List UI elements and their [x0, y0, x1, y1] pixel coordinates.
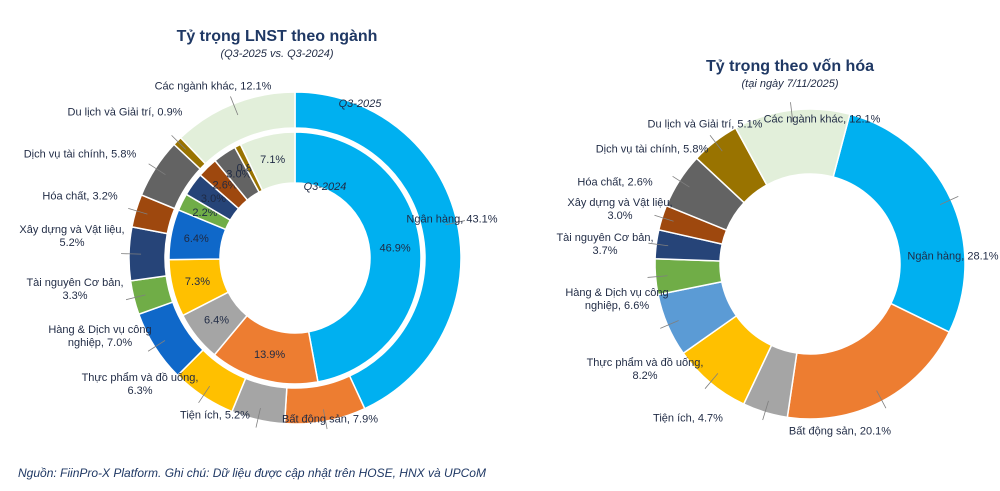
- leader-line: [230, 96, 239, 116]
- chart-subtitle: (Q3-2025 vs. Q3-2024): [220, 48, 334, 60]
- leader-line: [148, 163, 166, 176]
- leader-line: [147, 340, 166, 352]
- ring-label: Q3-2025: [339, 98, 383, 110]
- slice-label: Thực phẩm và đồ uống, 6.3%: [81, 372, 199, 397]
- leader-line: [445, 220, 466, 226]
- slice-label: Xây dựng và Vật liệu, 5.2%: [19, 224, 125, 249]
- donut-slice: [239, 131, 296, 192]
- data-label: 6.4%: [184, 233, 209, 245]
- donut-slice: [832, 113, 966, 334]
- slice-label: Bất động sản, 7.9%: [281, 413, 378, 426]
- chart-subtitle: (tại ngày 7/11/2025): [741, 78, 839, 90]
- data-label: 3.0%: [226, 169, 251, 181]
- leader-line: [121, 253, 142, 255]
- source-note: Nguồn: FiinPro-X Platform. Ghi chú: Dữ l…: [18, 466, 486, 480]
- leader-line: [876, 390, 887, 409]
- chart-title: Tỷ trọng LNST theo ngành: [176, 28, 378, 45]
- leader-line: [198, 385, 210, 404]
- leader-line: [672, 175, 690, 188]
- donut-slice: [294, 131, 422, 383]
- leader-line: [171, 135, 187, 150]
- leader-line: [125, 294, 146, 301]
- leader-line: [790, 102, 794, 123]
- leader-line: [322, 409, 328, 430]
- leader-line: [648, 242, 669, 247]
- leader-line: [255, 407, 261, 428]
- slice-label: Du lịch và Giải trí, 5.1%: [647, 118, 763, 131]
- leader-line: [704, 373, 719, 389]
- slice-label: Tài nguyên Cơ bản, 3.7%: [556, 232, 654, 257]
- data-label: 3.0%: [201, 193, 226, 205]
- leader-line: [709, 135, 723, 152]
- data-label: 2.6%: [213, 180, 238, 192]
- donut-slice: [786, 302, 951, 420]
- slice-label: Tiện ích, 5.2%: [180, 409, 250, 422]
- chart-title: Tỷ trọng theo vốn hóa: [706, 58, 874, 75]
- slice-label: Tài nguyên Cơ bản, 3.3%: [26, 277, 124, 302]
- ring-label: Q3-2024: [304, 181, 347, 193]
- data-label: 2.2%: [192, 207, 217, 219]
- slice-label: Dịch vụ tài chính, 5.8%: [595, 143, 709, 156]
- donut-slice: [179, 91, 296, 165]
- leader-line: [654, 214, 674, 222]
- slice-label: Xây dựng và Vật liệu, 3.0%: [567, 197, 673, 222]
- data-label: 7.1%: [260, 154, 285, 166]
- data-label: 13.9%: [254, 349, 285, 361]
- slice-label: Bất động sản, 20.1%: [788, 425, 892, 438]
- slice-label: Tiện ích, 4.7%: [653, 412, 723, 425]
- slice-label: Ngân hàng, 43.1%: [406, 213, 498, 226]
- slice-label: Thực phẩm và đồ uống, 8.2%: [586, 357, 704, 382]
- slice-label: Du lịch và Giải trí, 0.9%: [67, 106, 183, 119]
- leader-line: [762, 400, 769, 421]
- data-label: 46.9%: [379, 243, 410, 255]
- leader-line: [128, 208, 148, 215]
- slice-label: Ngân hàng, 28.1%: [907, 250, 999, 263]
- slice-label: Hóa chất, 3.2%: [42, 190, 118, 203]
- slice-label: Hàng & Dịch vụ công nghiệp, 7.0%: [48, 324, 152, 349]
- slice-label: Các ngành khác, 12.1%: [763, 113, 881, 126]
- leader-line: [647, 275, 668, 278]
- leader-line: [660, 320, 679, 329]
- data-label: 7.3%: [185, 276, 210, 288]
- donut-slice: [734, 108, 851, 187]
- leader-line: [939, 195, 959, 206]
- slice-label: Dịch vụ tài chính, 5.8%: [23, 148, 137, 161]
- data-label: 6.4%: [204, 315, 229, 327]
- slice-label: Các ngành khác, 12.1%: [154, 80, 272, 93]
- slice-label: Hóa chất, 2.6%: [577, 176, 653, 189]
- slice-label: Hàng & Dịch vụ công nghiệp, 6.6%: [565, 287, 669, 312]
